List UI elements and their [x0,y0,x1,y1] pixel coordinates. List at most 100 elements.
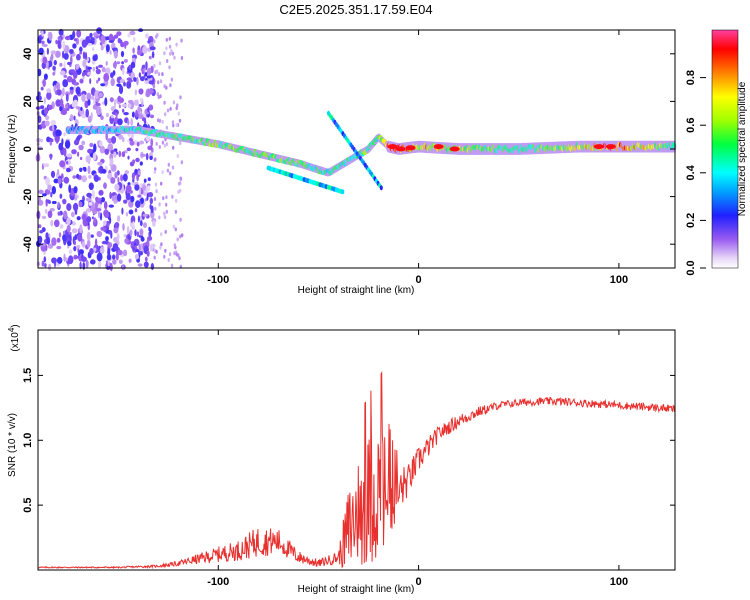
spectrogram-noise-blob [140,203,145,208]
spectrogram-noise-blob [36,138,41,143]
spectrogram-noise-blob [137,106,141,114]
spectrogram-noise-blob [158,118,162,123]
spectrogram-noise-blob [127,103,132,109]
spectrogram-noise-blob [79,156,83,161]
spectrogram-noise-blob [113,200,117,204]
spectrogram-noise-blob [113,151,117,158]
spectrogram-noise-blob [175,252,178,257]
spectrogram-noise-blob [167,258,170,262]
spectrogram-noise-blob [179,217,182,222]
spectrogram-noise-blob [76,244,81,249]
spectrogram-noise-blob [114,171,118,179]
spectrogram-noise-blob [171,51,175,56]
spectrogram-x-label: Height of straight line (km) [298,285,415,296]
spectrogram-noise-blob [99,212,103,221]
spectrogram-noise-blob [41,62,46,69]
spectrogram-noise-blob [103,182,107,189]
spectrogram-noise-blob [129,229,133,236]
spectrogram-noise-blob [133,100,139,106]
spectrogram-noise-blob [96,230,103,238]
spectrogram-noise-blob [55,99,61,107]
spectrogram-noise-blob [103,201,108,210]
spectrogram-noise-blob [111,111,117,115]
spectrogram-noise-blob [180,38,183,43]
spectrogram-noise-blob [92,47,95,51]
spectrogram-noise-blob [111,136,117,144]
spectrogram-noise-blob [62,79,69,88]
spectrogram-noise-blob [122,173,128,182]
spectrogram-noise-blob [112,259,117,265]
spectrogram-noise-blob [149,197,153,205]
spectrogram-noise-blob [98,92,103,98]
spectrogram-noise-blob [66,153,73,158]
spectrogram-noise-blob [73,202,79,212]
spectrogram-noise-blob [144,256,148,262]
spectrogram-noise-blob [112,254,116,260]
spectrogram-noise-blob [163,51,166,56]
spectrogram-noise-blob [101,169,107,174]
spectrogram-noise-blob [137,49,142,56]
spectrogram-noise-blob [110,177,116,184]
spectrogram-peak [449,146,460,152]
snr-y-tick-label: 1.0 [22,433,34,448]
spectrogram-noise-blob [37,115,42,124]
spectrogram-noise-blob [105,81,109,86]
spectrogram-noise-blob [38,36,42,44]
spectrogram-noise-blob [179,95,182,100]
spectrogram-noise-blob [50,219,54,227]
spectrogram-noise-blob [81,241,86,248]
spectrogram-noise-blob [50,191,53,198]
spectrogram-noise-blob [63,132,66,137]
spectrogram-noise-blob [73,139,80,146]
spectrogram-noise-blob [76,53,81,61]
spectrogram-noise-blob [55,39,58,45]
spectrogram-noise-blob [74,196,78,201]
spectrogram-noise-blob [46,91,52,101]
spectrogram-noise-blob [66,217,71,226]
spectrogram-noise-blob [90,37,95,42]
spectrogram-noise-blob [152,84,156,89]
spectrogram-noise-blob [138,251,144,256]
spectrogram-noise-blob [57,40,61,49]
snr-x-tick-label: 100 [610,576,628,588]
spectrogram-noise-blob [79,51,83,55]
spectrogram-noise-blob [62,234,67,242]
spectrogram-noise-blob [109,216,112,224]
spectrogram-noise-blob [118,134,123,140]
spectrogram-noise-blob [91,95,95,100]
spectrogram-noise-blob [60,110,67,115]
spectrogram-noise-blob [98,176,101,181]
spectrogram-noise-blob [149,244,154,252]
spectrogram-noise-blob [148,80,154,85]
spectrogram-noise-blob [72,30,76,39]
spectrogram-noise-blob [100,35,106,44]
spectrogram-noise-blob [136,76,139,86]
spectrogram-noise-blob [85,155,91,163]
spectrogram-noise-blob [111,47,118,51]
spectrogram-noise-blob [84,52,88,60]
spectrogram-noise-blob [49,208,55,212]
spectrogram-noise-blob [127,33,131,38]
spectrogram-noise-blob [91,216,94,220]
spectrogram-noise-blob [50,50,57,55]
spectrogram-noise-blob [78,249,85,255]
spectrogram-noise-blob [163,100,166,105]
spectrogram-noise-blob [105,112,109,118]
spectrogram-noise-blob [100,197,105,203]
spectrogram-noise-blob [68,231,72,236]
spectrogram-noise-blob [170,77,173,82]
spectrogram-noise-blob [63,176,70,184]
spectrogram-noise-blob [165,142,169,147]
spectrogram-noise-blob [65,93,69,102]
spectrogram-noise-blob [83,167,87,172]
spectrogram-noise-blob [122,67,125,76]
spectrogram-noise-blob [66,161,69,165]
spectrogram-noise-blob [119,79,126,83]
spectrogram-noise-blob [95,208,102,212]
spectrogram-noise-blob [124,43,127,49]
spectrogram-noise-blob [158,215,161,220]
spectrogram-noise-blob [51,186,56,195]
spectrogram-noise-blob [158,145,161,149]
spectrogram-noise-blob [108,204,115,208]
spectrogram-noise-blob [134,254,139,260]
